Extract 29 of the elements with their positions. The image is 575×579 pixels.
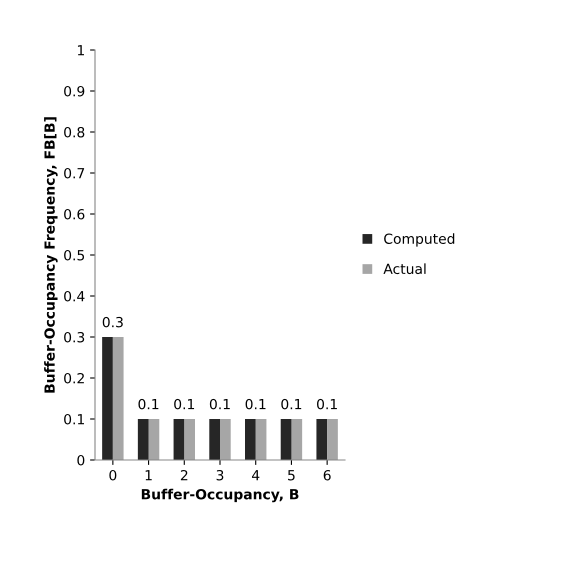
y-axis-title: Buffer-Occupancy Frequency, FB[B] [44, 117, 58, 393]
y-tick-label: 0.3 [64, 332, 84, 342]
data-label: 0.3 [102, 316, 123, 328]
data-label: 0.1 [138, 398, 158, 410]
y-tick-label: 0.7 [64, 168, 84, 178]
data-label: 0.1 [246, 398, 266, 410]
data-label: 0.1 [210, 398, 230, 410]
x-tick-label: 3 [216, 470, 224, 480]
y-tick-label: 0.5 [64, 250, 84, 260]
y-tick-label: 0.1 [64, 414, 84, 424]
y-tick-label: 0.8 [64, 126, 84, 138]
y-tick-label: 1 [78, 45, 84, 56]
x-axis-title: Buffer-Occupancy, B [142, 488, 298, 502]
x-tick-label: 2 [180, 470, 188, 480]
legend-label: Actual [383, 263, 426, 274]
x-tick-label: 1 [146, 470, 152, 480]
y-tick-label: 0.4 [64, 290, 84, 302]
y-tick-label: 0 [77, 454, 84, 466]
x-tick-label: 4 [252, 470, 260, 480]
data-label: 0.1 [174, 398, 194, 410]
y-tick-label: 0.6 [64, 208, 84, 220]
y-tick-label: 0.2 [64, 372, 84, 384]
x-tick-label: 6 [324, 470, 331, 480]
x-tick-label: 0 [109, 470, 116, 480]
legend-label: Computed [384, 233, 454, 247]
data-label: 0.1 [317, 398, 337, 410]
x-tick-label: 5 [288, 470, 295, 480]
data-label: 0.1 [281, 398, 302, 410]
y-tick-label: 0.9 [64, 86, 84, 96]
